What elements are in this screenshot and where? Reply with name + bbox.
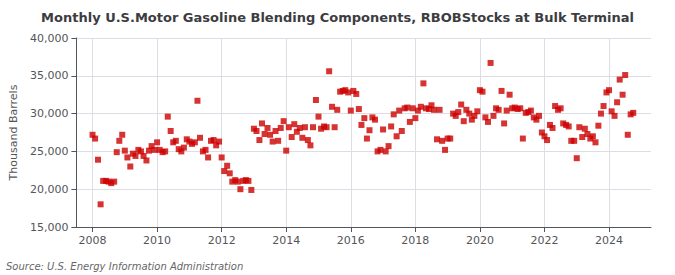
svg-text:2008: 2008: [79, 234, 107, 247]
svg-text:Source: U.S. Energy Informatio: Source: U.S. Energy Information Administ…: [6, 261, 243, 272]
svg-text:2020: 2020: [466, 234, 494, 247]
svg-text:15,000: 15,000: [30, 221, 69, 234]
svg-text:Monthly U.S.Motor Gasoline Ble: Monthly U.S.Motor Gasoline Blending Comp…: [41, 10, 634, 25]
svg-text:Thousand Barrels: Thousand Barrels: [7, 84, 20, 181]
svg-text:2010: 2010: [143, 234, 171, 247]
svg-text:30,000: 30,000: [30, 107, 69, 120]
svg-text:2018: 2018: [401, 234, 429, 247]
svg-text:2024: 2024: [595, 234, 623, 247]
svg-text:40,000: 40,000: [30, 32, 69, 45]
svg-text:2022: 2022: [530, 234, 558, 247]
svg-text:2014: 2014: [272, 234, 300, 247]
svg-text:25,000: 25,000: [30, 145, 69, 158]
svg-text:2012: 2012: [208, 234, 236, 247]
svg-text:2016: 2016: [337, 234, 365, 247]
svg-text:35,000: 35,000: [30, 69, 69, 82]
svg-text:20,000: 20,000: [30, 183, 69, 196]
